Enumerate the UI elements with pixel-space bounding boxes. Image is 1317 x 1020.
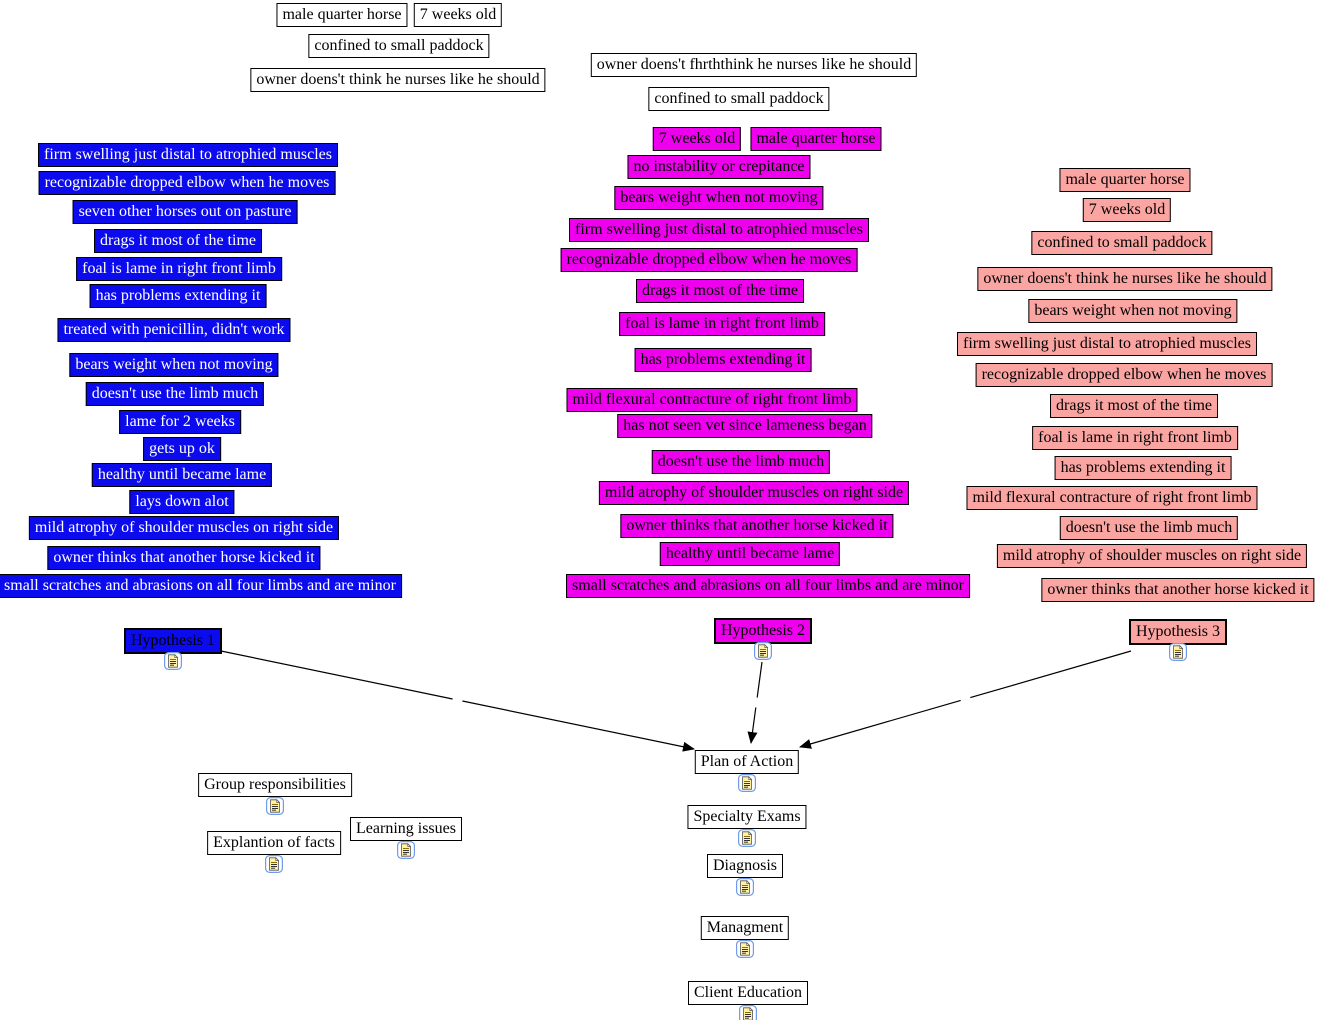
node-pink-7-weeks-old[interactable]: 7 weeks old [1082,198,1172,222]
node-pink-foal-lame[interactable]: foal is lame in right front limb [1032,426,1238,450]
resource-document-icon[interactable] [397,841,415,859]
document-icon [1169,643,1187,661]
node-pink-drags-it[interactable]: drags it most of the time [1050,394,1218,418]
resource-document-icon[interactable] [738,829,756,847]
node-blue-problems-extending[interactable]: has problems extending it [89,284,267,308]
node-pink-horse-kicked[interactable]: owner thinks that another horse kicked i… [1041,578,1315,602]
link-hypothesis-3-to-plan-of-action[interactable] [799,650,1132,749]
resource-document-icon[interactable] [164,652,182,670]
node-diagnosis[interactable]: Diagnosis [707,854,783,878]
node-magenta-horse-kicked[interactable]: owner thinks that another horse kicked i… [620,514,894,538]
node-magenta-healthy-until[interactable]: healthy until became lame [659,542,841,566]
node-magenta-drags-it[interactable]: drags it most of the time [636,279,804,303]
document-icon [736,940,754,958]
document-icon [265,855,283,873]
node-pink-dropped-elbow[interactable]: recognizable dropped elbow when he moves [975,363,1273,387]
resource-document-icon[interactable] [265,855,283,873]
node-blue-small-scratches[interactable]: small scratches and abrasions on all fou… [0,574,402,598]
resource-document-icon[interactable] [1169,643,1187,661]
node-magenta-mild-atrophy[interactable]: mild atrophy of shoulder muscles on righ… [598,481,910,505]
node-magenta-problems-extending[interactable]: has problems extending it [634,348,812,372]
node-blue-doesnt-use-limb[interactable]: doesn't use the limb much [85,382,265,406]
node-blue-lame-2-weeks[interactable]: lame for 2 weeks [119,410,241,434]
node-pink-mild-atrophy[interactable]: mild atrophy of shoulder muscles on righ… [996,544,1308,568]
node-hypothesis-1[interactable]: Hypothesis 1 [124,628,222,654]
node-magenta-not-seen-vet[interactable]: has not seen vet since lameness began [617,414,873,438]
node-pink-flexural-contracture[interactable]: mild flexural contracture of right front… [966,486,1258,510]
node-blue-lays-down[interactable]: lays down alot [129,490,235,514]
document-icon [736,878,754,896]
node-specialty-exams[interactable]: Specialty Exams [687,805,807,829]
link-hypothesis-2-to-plan-of-action[interactable] [747,661,763,744]
node-plan-of-action[interactable]: Plan of Action [694,750,800,774]
node-explantion-of-facts[interactable]: Explantion of facts [207,831,341,855]
resource-document-icon[interactable] [736,940,754,958]
node-pink-bears-weight[interactable]: bears weight when not moving [1028,299,1238,323]
node-blue-drags-it[interactable]: drags it most of the time [94,229,262,253]
node-pink-nurses[interactable]: owner doens't think he nurses like he sh… [977,267,1273,291]
node-learning-issues[interactable]: Learning issues [350,817,462,841]
node-blue-firm-swelling[interactable]: firm swelling just distal to atrophied m… [38,143,338,167]
node-fact-top-confined-paddock[interactable]: confined to small paddock [308,34,490,58]
document-icon [738,829,756,847]
node-pink-problems-extending[interactable]: has problems extending it [1054,456,1232,480]
node-fact-mid-nurses-typo[interactable]: owner doens't fhrththink he nurses like … [590,53,918,77]
document-icon [754,642,772,660]
node-group-responsibilities[interactable]: Group responsibilities [198,773,352,797]
node-pink-firm-swelling[interactable]: firm swelling just distal to atrophied m… [957,332,1257,356]
node-client-education[interactable]: Client Education [688,981,808,1005]
document-icon [739,1005,757,1020]
node-hypothesis-2[interactable]: Hypothesis 2 [714,618,812,644]
node-pink-confined-paddock[interactable]: confined to small paddock [1031,231,1213,255]
node-magenta-dropped-elbow[interactable]: recognizable dropped elbow when he moves [560,248,858,272]
resource-document-icon[interactable] [739,1005,757,1020]
node-blue-dropped-elbow[interactable]: recognizable dropped elbow when he moves [38,171,336,195]
resource-document-icon[interactable] [754,642,772,660]
document-icon [164,652,182,670]
node-pink-male-quarter-horse[interactable]: male quarter horse [1059,168,1191,192]
node-fact-top-male-quarter-horse[interactable]: male quarter horse [276,3,408,27]
node-hypothesis-3[interactable]: Hypothesis 3 [1129,619,1227,645]
node-blue-seven-horses[interactable]: seven other horses out on pasture [72,200,298,224]
node-magenta-doesnt-use-limb[interactable]: doesn't use the limb much [651,450,831,474]
node-blue-penicillin[interactable]: treated with penicillin, didn't work [57,318,291,342]
node-magenta-flexural-contracture[interactable]: mild flexural contracture of right front… [566,388,858,412]
node-magenta-bears-weight[interactable]: bears weight when not moving [614,186,824,210]
node-blue-mild-atrophy[interactable]: mild atrophy of shoulder muscles on righ… [28,516,340,540]
node-magenta-foal-lame[interactable]: foal is lame in right front limb [619,312,825,336]
node-managment[interactable]: Managment [700,916,790,940]
node-blue-horse-kicked[interactable]: owner thinks that another horse kicked i… [47,546,321,570]
node-blue-gets-up-ok[interactable]: gets up ok [143,437,221,461]
node-pink-doesnt-use-limb[interactable]: doesn't use the limb much [1059,516,1239,540]
node-fact-mid-confined-paddock[interactable]: confined to small paddock [648,87,830,111]
document-icon [738,774,756,792]
document-icon [266,797,284,815]
node-magenta-firm-swelling[interactable]: firm swelling just distal to atrophied m… [569,218,869,242]
node-blue-foal-lame[interactable]: foal is lame in right front limb [76,257,282,281]
node-magenta-7-weeks-old[interactable]: 7 weeks old [652,127,742,151]
node-fact-top-7-weeks-old[interactable]: 7 weeks old [413,3,503,27]
node-fact-top-nurses[interactable]: owner doens't think he nurses like he sh… [250,68,546,92]
node-blue-healthy-until[interactable]: healthy until became lame [91,463,273,487]
resource-document-icon[interactable] [738,774,756,792]
resource-document-icon[interactable] [736,878,754,896]
node-magenta-no-instability[interactable]: no instability or crepitance [627,155,811,179]
document-icon [397,841,415,859]
node-magenta-male-quarter-horse[interactable]: male quarter horse [750,127,882,151]
link-hypothesis-1-to-plan-of-action[interactable] [220,650,695,752]
node-magenta-small-scratches[interactable]: small scratches and abrasions on all fou… [566,574,970,598]
node-blue-bears-weight[interactable]: bears weight when not moving [69,353,279,377]
resource-document-icon[interactable] [266,797,284,815]
